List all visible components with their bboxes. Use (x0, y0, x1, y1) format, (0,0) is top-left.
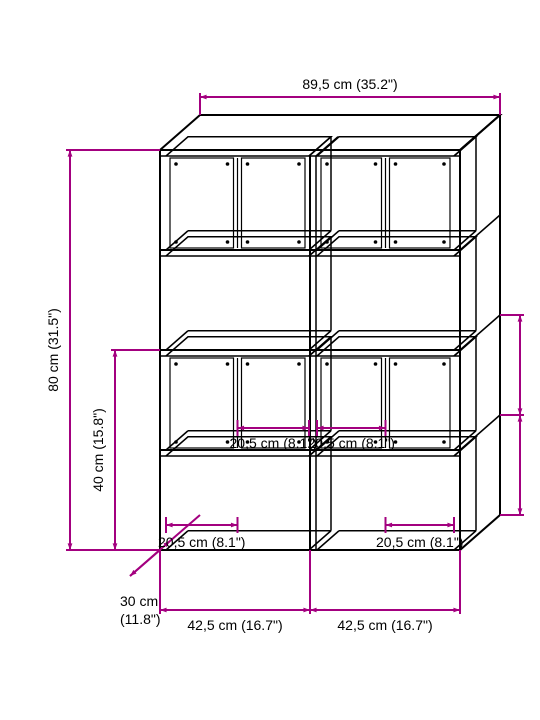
svg-text:20,5 cm (8.1"): 20,5 cm (8.1") (308, 435, 395, 451)
svg-text:(11.8"): (11.8") (120, 611, 161, 627)
svg-text:20,5 cm (8.1"): 20,5 cm (8.1") (230, 435, 317, 451)
cabinet-dimension-diagram: 89,5 cm (35.2") 80 cm (31.5") 40 cm (15.8"… (45, 76, 540, 633)
svg-text:42,5 cm (16.7"): 42,5 cm (16.7") (187, 617, 282, 633)
svg-text:80 cm (31.5"): 80 cm (31.5") (45, 308, 61, 392)
svg-text:42,5 cm (16.7"): 42,5 cm (16.7") (337, 617, 432, 633)
svg-text:20,5 cm (8.1"): 20,5 cm (8.1") (158, 534, 245, 550)
svg-text:20,5 cm (8.1"): 20,5 cm (8.1") (376, 534, 463, 550)
cabinet-outline (160, 115, 500, 550)
svg-text:40 cm (15.8"): 40 cm (15.8") (90, 408, 106, 492)
svg-text:30 cm: 30 cm (120, 593, 158, 609)
svg-text:89,5 cm (35.2"): 89,5 cm (35.2") (302, 76, 397, 92)
